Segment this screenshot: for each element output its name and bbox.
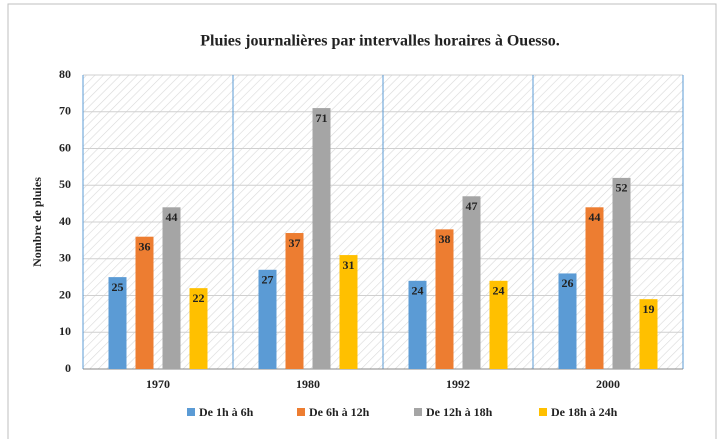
data-label: 52 xyxy=(616,181,628,195)
y-tick-label: 50 xyxy=(59,177,71,191)
y-tick-label: 60 xyxy=(59,140,71,154)
bar xyxy=(435,229,454,369)
data-label: 44 xyxy=(589,210,601,224)
legend-label: De 18h à 24h xyxy=(551,405,618,419)
data-label: 47 xyxy=(466,199,478,213)
y-axis-label: Nombre de pluies xyxy=(30,177,44,267)
y-tick-label: 30 xyxy=(59,251,71,265)
y-tick-label: 20 xyxy=(59,287,71,301)
x-tick-label: 1980 xyxy=(296,377,320,391)
bar xyxy=(135,236,154,369)
plot: 0 10 20 30 40 50 60 70 80 1970 25 36 44 22 1980 27 37 71 3… xyxy=(59,67,684,419)
bar xyxy=(639,299,658,369)
bar xyxy=(558,273,577,369)
y-tick-label: 10 xyxy=(59,324,71,338)
data-label: 44 xyxy=(166,210,178,224)
data-label: 24 xyxy=(412,284,424,298)
chart-title: Pluies journalières par intervalles hora… xyxy=(200,33,560,50)
y-tick-label: 80 xyxy=(59,67,71,81)
legend-label: De 1h à 6h xyxy=(199,405,254,419)
legend-label: De 12h à 18h xyxy=(426,405,493,419)
bar xyxy=(312,108,331,369)
x-tick-label: 1970 xyxy=(146,377,170,391)
legend-swatch xyxy=(414,408,422,416)
data-label: 26 xyxy=(562,276,574,290)
y-tick-label: 40 xyxy=(59,214,71,228)
legend-label: De 6h à 12h xyxy=(309,405,370,419)
data-label: 24 xyxy=(493,284,505,298)
bar xyxy=(189,288,208,369)
data-label: 27 xyxy=(262,273,274,287)
x-tick-label: 2000 xyxy=(596,377,620,391)
data-label: 31 xyxy=(343,258,355,272)
bar xyxy=(489,280,508,369)
data-label: 38 xyxy=(439,232,451,246)
y-tick-label: 70 xyxy=(59,104,71,118)
legend-swatch xyxy=(297,408,305,416)
bar xyxy=(612,177,631,369)
data-label: 36 xyxy=(139,239,151,253)
bar xyxy=(162,207,181,369)
data-label: 19 xyxy=(643,302,655,316)
data-label: 37 xyxy=(289,236,301,250)
bar xyxy=(585,207,604,369)
bar xyxy=(258,269,277,369)
bar xyxy=(108,277,127,369)
data-label: 25 xyxy=(112,280,124,294)
bar xyxy=(462,196,481,369)
x-tick-label: 1992 xyxy=(446,377,470,391)
bar xyxy=(408,280,427,369)
bar xyxy=(285,233,304,369)
bar xyxy=(339,255,358,369)
legend-swatch xyxy=(539,408,547,416)
data-label: 22 xyxy=(193,291,205,305)
y-tick-label: 0 xyxy=(65,361,71,375)
legend-swatch xyxy=(187,408,195,416)
data-label: 71 xyxy=(316,111,328,125)
